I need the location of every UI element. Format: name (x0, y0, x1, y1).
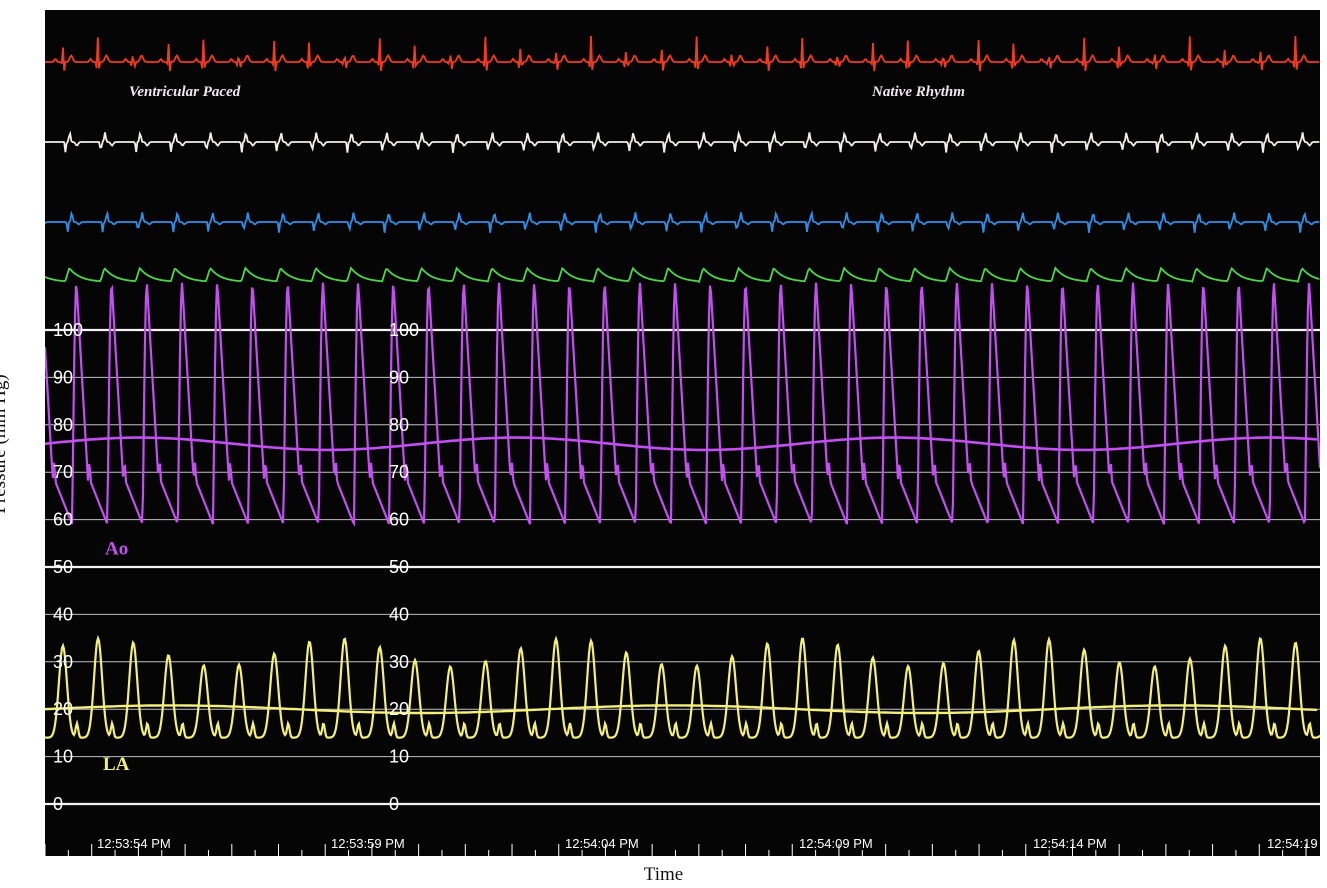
y-tick-label: 50 (53, 557, 73, 577)
waveforms (45, 35, 1320, 739)
y-tick-label: 100 (389, 320, 419, 340)
y-tick-label: 30 (53, 652, 73, 672)
y-tick-label: 80 (389, 415, 409, 435)
y-tick-label: 40 (53, 604, 73, 624)
ao-mean-trace (45, 436, 1318, 452)
y-tick-label: 90 (53, 367, 73, 387)
series-label: LA (103, 754, 130, 775)
annotation-label: Ventricular Paced (129, 84, 241, 100)
y-tick-label: 0 (389, 794, 399, 814)
x-tick-label: 12:53:54 PM (97, 836, 171, 851)
y-tick-label: 0 (53, 794, 63, 814)
pleth-trace (45, 266, 1320, 284)
ao-pressure-trace (45, 282, 1320, 527)
chart-canvas: 0 10 20 30 40 50 60 70 80 90 100 0 10 20 30 40 50 60 70 80 9… (45, 35, 1320, 856)
y-tick-label: 10 (53, 747, 73, 767)
monitor-display: 0 10 20 30 40 50 60 70 80 90 100 0 10 20 30 40 50 60 70 80 9… (45, 10, 1320, 856)
annotation-label: Native Rhythm (871, 84, 965, 100)
y-tick-label: 60 (53, 510, 73, 530)
y-tick-label: 40 (389, 604, 409, 624)
y-tick-label: 100 (53, 320, 83, 340)
y-tick-label: 90 (389, 367, 409, 387)
la-pressure-trace (45, 634, 1320, 739)
labels: 0 10 20 30 40 50 60 70 80 90 100 0 10 20 30 40 50 60 70 80 9… (53, 84, 1318, 851)
y-tick-label: 20 (53, 699, 73, 719)
x-tick-label: 12:54:19 (1267, 836, 1318, 851)
axis-ticks (45, 844, 1307, 856)
y-tick-label: 50 (389, 557, 409, 577)
y-tick-label: 10 (389, 747, 409, 767)
ecg-lead-2-trace (45, 130, 1320, 153)
x-tick-label: 12:54:04 PM (565, 836, 639, 851)
y-tick-label: 70 (389, 462, 409, 482)
y-tick-label: 60 (389, 510, 409, 530)
y-axis-label: Pressure (mm Hg) (0, 374, 10, 514)
y-tick-label: 70 (53, 462, 73, 482)
series-label: Ao (105, 538, 128, 559)
x-tick-label: 12:53:59 PM (331, 836, 405, 851)
ecg-lead-1-trace (45, 35, 1320, 72)
y-tick-label: 20 (389, 699, 409, 719)
x-axis-label: Time (643, 864, 684, 885)
x-tick-label: 12:54:09 PM (799, 836, 873, 851)
la-mean-trace (45, 704, 1318, 715)
y-tick-label: 30 (389, 652, 409, 672)
y-tick-label: 80 (53, 415, 73, 435)
x-tick-label: 12:54:14 PM (1033, 836, 1107, 851)
ecg-lead-3-trace (45, 209, 1320, 233)
